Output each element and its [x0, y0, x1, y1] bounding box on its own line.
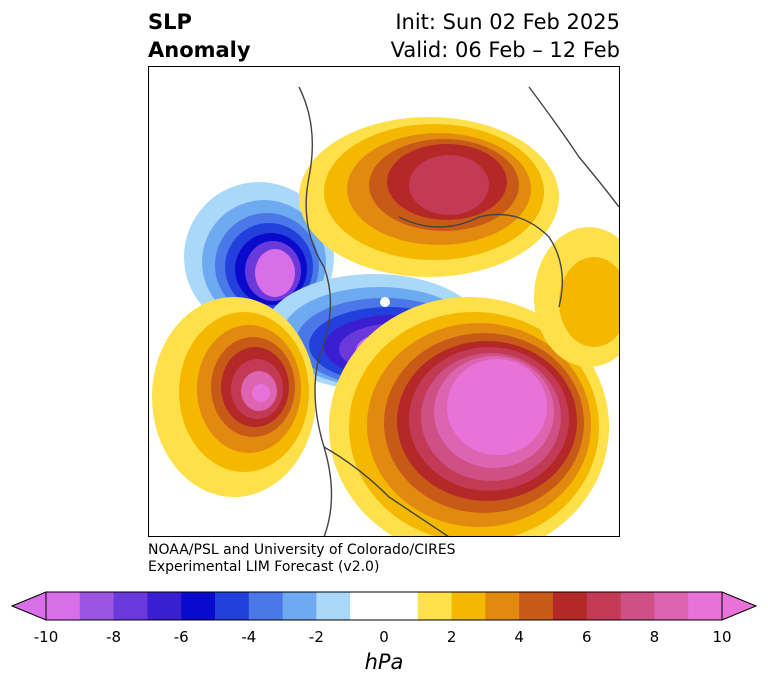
colorbar-cell	[586, 592, 622, 620]
positive-anomaly-siberia	[299, 117, 559, 277]
coastline-lines	[298, 86, 619, 536]
colorbar-tick-label: -4	[241, 628, 257, 646]
credit-text: NOAA/PSL and University of Colorado/CIRE…	[148, 542, 456, 576]
colorbar-tick-label: 2	[446, 628, 457, 646]
colorbar-tick-label: -6	[173, 628, 189, 646]
map-title: SLP Anomaly	[148, 8, 251, 64]
colorbar-cell	[688, 592, 723, 620]
colorbar-tick-label: -10	[33, 628, 59, 646]
colorbar-arrow-left	[10, 591, 47, 621]
colorbar-tick-label: 4	[514, 628, 524, 646]
colorbar-cell	[46, 592, 81, 620]
colorbar-cell	[485, 592, 520, 620]
valid-range: Valid: 06 Feb – 12 Feb	[390, 38, 620, 62]
colorbar-cell	[113, 592, 148, 620]
forecast-dates: Init: Sun 02 Feb 2025 Valid: 06 Feb – 12…	[391, 8, 620, 64]
positive-anomaly-europe	[534, 227, 619, 367]
colorbar-cell	[316, 592, 351, 620]
colorbar-cell	[384, 592, 419, 620]
colorbar-cell	[248, 592, 284, 620]
colorbar-cell	[654, 592, 689, 620]
slp-anomaly-map	[148, 66, 620, 537]
colorbar-tick-label: -2	[308, 628, 324, 646]
colorbar-cell	[147, 592, 182, 620]
colorbar-cell	[519, 592, 554, 620]
colorbar-cell	[620, 592, 655, 620]
colorbar-cell	[282, 592, 317, 620]
colorbar-tick-label: 8	[649, 628, 660, 646]
colorbar-outline	[45, 591, 723, 621]
colorbar-tick-label: 6	[582, 628, 592, 646]
positive-anomaly-pacific	[152, 297, 316, 497]
title-line-anomaly: Anomaly	[148, 38, 251, 62]
positive-anomaly-atlantic	[329, 297, 609, 536]
north-pole-marker	[380, 297, 390, 307]
colorbar-cell	[79, 592, 115, 620]
colorbar-cell	[215, 592, 250, 620]
colorbar-cell	[451, 592, 486, 620]
colorbar-units: hPa	[364, 650, 404, 674]
colorbar-cells	[46, 592, 723, 620]
colorbar-arrow-right	[721, 591, 758, 621]
colorbar-cell	[350, 592, 385, 620]
colorbar	[10, 591, 758, 621]
title-line-slp: SLP	[148, 10, 192, 34]
colorbar-cell	[181, 592, 216, 620]
colorbar-tick-label: 10	[712, 628, 732, 646]
credit-line-1: NOAA/PSL and University of Colorado/CIRE…	[148, 542, 456, 558]
init-date: Init: Sun 02 Feb 2025	[395, 10, 620, 34]
colorbar-cell	[553, 592, 588, 620]
credit-line-2: Experimental LIM Forecast (v2.0)	[148, 559, 380, 575]
colorbar-tick-label: 0	[379, 628, 389, 646]
colorbar-tick-label: -8	[106, 628, 122, 646]
map-canvas	[152, 86, 619, 536]
colorbar-cell	[417, 592, 453, 620]
